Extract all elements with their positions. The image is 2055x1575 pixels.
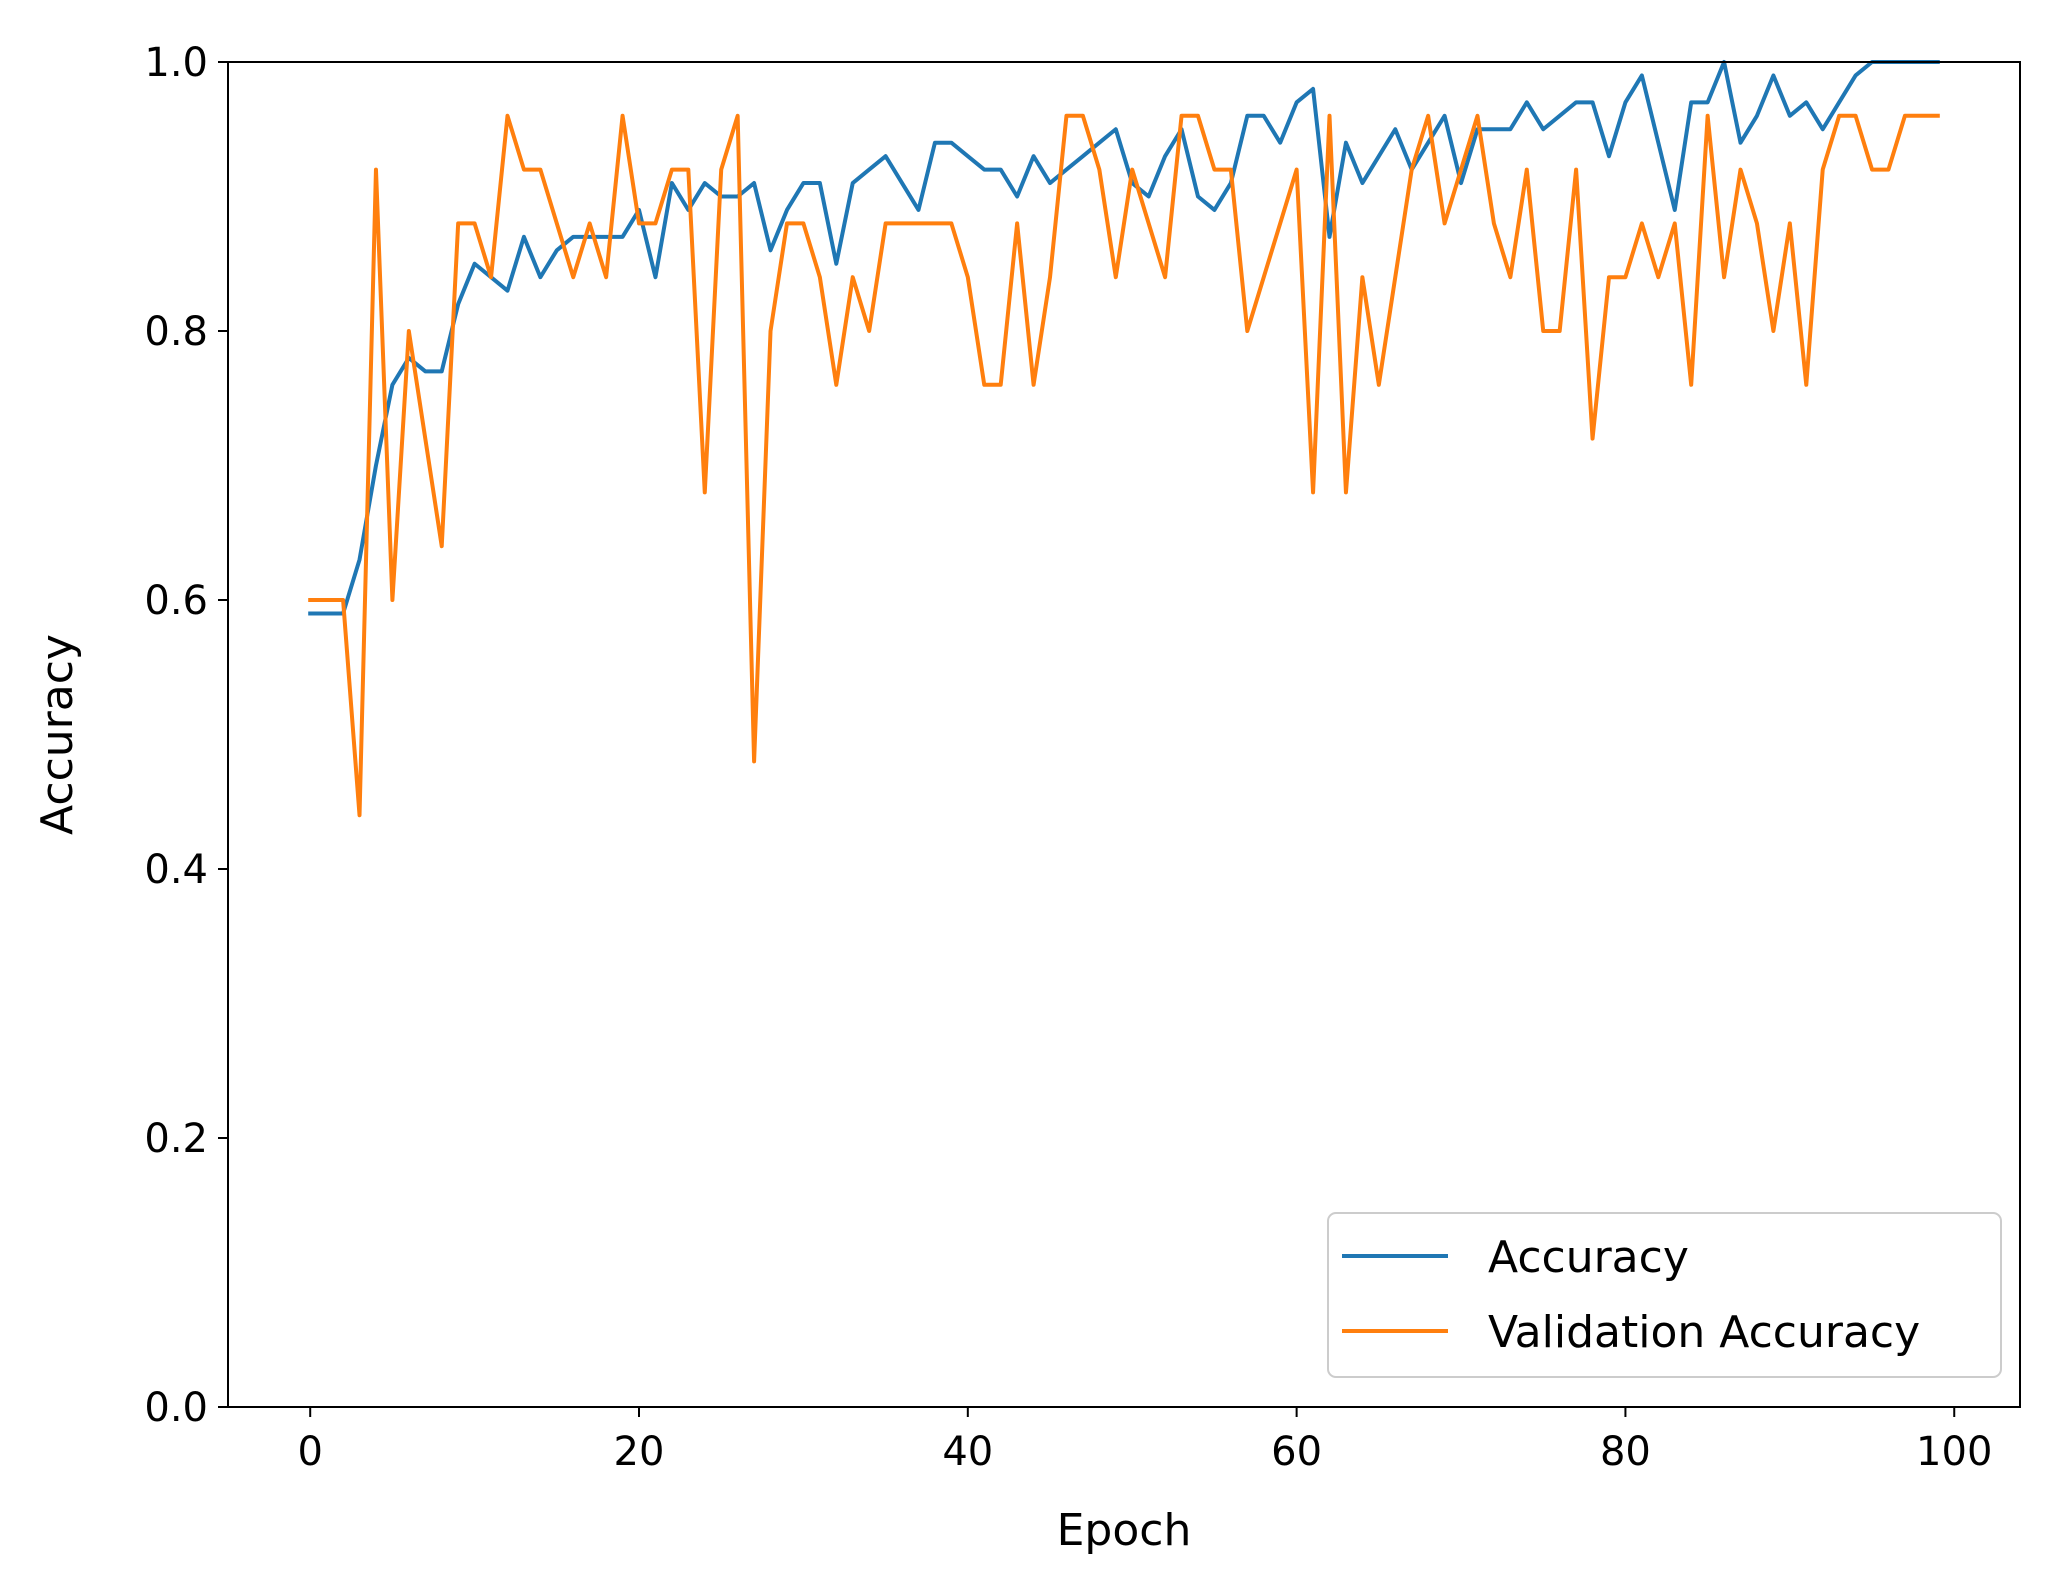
legend-label-validation-accuracy: Validation Accuracy	[1488, 1307, 1920, 1358]
series-line-validation-accuracy	[308, 113, 1940, 818]
y-tick-label: 0.8	[144, 309, 208, 355]
y-tick-label: 0.4	[144, 847, 208, 893]
x-axis-label: Epoch	[1057, 1505, 1192, 1556]
legend: Accuracy Validation Accuracy	[1327, 1212, 2002, 1378]
y-tick-label: 0.0	[144, 1385, 208, 1431]
series-line-accuracy	[308, 60, 1940, 616]
legend-label-accuracy: Accuracy	[1488, 1232, 1689, 1283]
series-lines-group	[308, 60, 1940, 818]
x-tick-label: 20	[614, 1429, 665, 1475]
y-axis-label: Accuracy	[32, 634, 83, 835]
plot-frame	[227, 61, 2021, 1408]
y-tick-label: 0.6	[144, 578, 208, 624]
y-axis-ticks: 0.0 0.2 0.4 0.6 0.8 1.0	[144, 40, 228, 1431]
x-tick-label: 0	[297, 1429, 322, 1475]
legend-box	[1327, 1212, 2002, 1378]
x-tick-label: 100	[1916, 1429, 1992, 1475]
x-axis-ticks: 0 20 40 60 80 100	[297, 1407, 1992, 1475]
y-tick-label: 0.2	[144, 1116, 208, 1162]
x-tick-label: 80	[1600, 1429, 1651, 1475]
x-tick-label: 60	[1271, 1429, 1322, 1475]
x-tick-label: 40	[942, 1429, 993, 1475]
y-tick-label: 1.0	[144, 40, 208, 86]
